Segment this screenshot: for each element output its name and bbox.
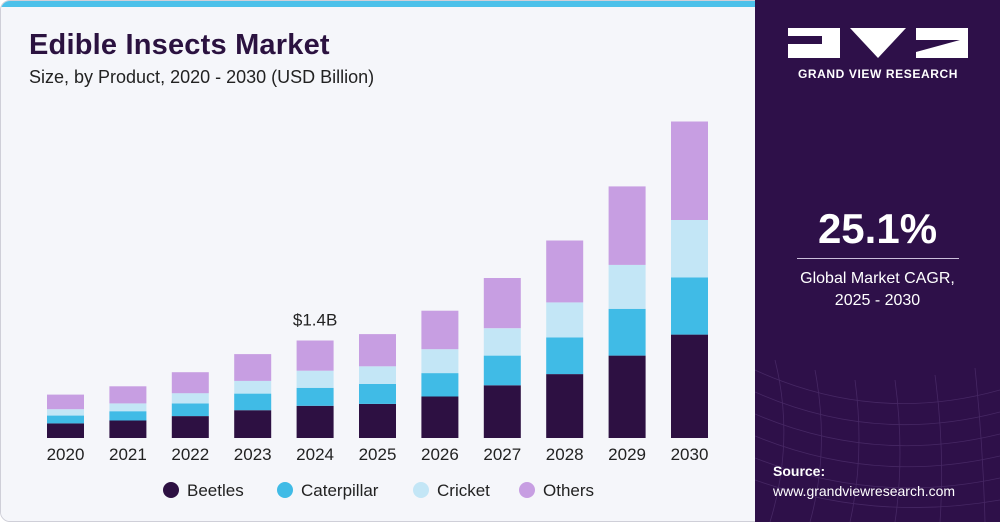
bar-caterpillar-2020 [47, 415, 84, 424]
bar-caterpillar-2027 [483, 355, 521, 386]
bar-cricket-2029 [608, 264, 646, 309]
bar-beetles-2030 [671, 334, 708, 438]
cagr-label-line2: 2025 - 2030 [834, 292, 921, 309]
bar-beetles-2023 [234, 410, 272, 438]
x-tick-label-2020: 2020 [47, 445, 85, 464]
bar-others-2023 [234, 354, 272, 381]
x-tick-label-2027: 2027 [483, 445, 521, 464]
bar-caterpillar-2025 [359, 383, 396, 404]
brand-name: GRAND VIEW RESEARCH [797, 67, 959, 81]
bar-beetles-2020 [47, 423, 84, 438]
cagr-divider [797, 258, 959, 259]
data-label-2024: $1.4B [293, 310, 337, 329]
chart-title: Edible Insects Market [29, 29, 330, 61]
bar-others-2021 [109, 386, 147, 404]
bar-cricket-2024 [296, 370, 334, 388]
bar-caterpillar-2022 [171, 403, 209, 417]
bar-cricket-2026 [421, 349, 459, 374]
legend-label-others: Others [543, 481, 594, 500]
legend-label-cricket: Cricket [437, 481, 490, 500]
source-label: Source: [773, 463, 826, 479]
bar-caterpillar-2024 [296, 387, 334, 406]
legend-label-beetles: Beetles [187, 481, 244, 500]
cagr-value: 25.1% [817, 205, 938, 252]
bar-beetles-2021 [109, 420, 147, 438]
bar-others-2027 [483, 278, 521, 329]
x-tick-label-2025: 2025 [359, 445, 397, 464]
bar-cricket-2028 [546, 302, 584, 338]
bar-caterpillar-2026 [421, 373, 459, 397]
bar-others-2020 [47, 394, 84, 410]
bar-cricket-2030 [671, 220, 708, 278]
bar-beetles-2028 [546, 374, 584, 438]
bar-others-2025 [359, 334, 396, 367]
chart-subtitle: Size, by Product, 2020 - 2030 (USD Billi… [29, 67, 375, 87]
bar-others-2024 [296, 340, 334, 371]
bar-caterpillar-2021 [109, 411, 147, 421]
bar-beetles-2025 [359, 403, 396, 438]
accent-bar [1, 1, 756, 7]
legend-swatch-others [519, 482, 535, 498]
bar-cricket-2021 [109, 403, 147, 412]
x-tick-label-2024: 2024 [296, 445, 334, 464]
legend-swatch-caterpillar [277, 482, 293, 498]
legend-label-caterpillar: Caterpillar [301, 481, 379, 500]
source-url[interactable]: www.grandviewresearch.com [773, 483, 956, 499]
bar-others-2028 [546, 240, 584, 303]
bar-beetles-2029 [608, 355, 646, 438]
bar-others-2026 [421, 310, 459, 350]
bar-beetles-2026 [421, 396, 459, 438]
x-tick-label-2022: 2022 [171, 445, 209, 464]
x-tick-label-2029: 2029 [608, 445, 646, 464]
bar-others-2029 [608, 186, 646, 265]
bar-caterpillar-2028 [546, 337, 584, 375]
x-tick-label-2028: 2028 [546, 445, 584, 464]
x-tick-label-2030: 2030 [671, 445, 709, 464]
grand-view-research-logo [788, 28, 968, 58]
grid-decoration [755, 359, 1000, 522]
legend-swatch-cricket [413, 482, 429, 498]
bar-cricket-2027 [483, 328, 521, 356]
cagr-label: Global Market CAGR, 2025 - 2030 [755, 268, 1000, 312]
bar-others-2030 [671, 121, 708, 220]
info-panel: GRAND VIEW RESEARCH 25.1% Global Market … [755, 0, 1000, 522]
stacked-bar-chart: 2020 2021 2022 2023 2024 $1.4B 2025 2026 2027 202… [47, 121, 709, 500]
bar-caterpillar-2029 [608, 308, 646, 356]
bar-beetles-2022 [171, 416, 209, 438]
legend-swatch-beetles [163, 482, 179, 498]
bar-cricket-2022 [171, 393, 209, 404]
bar-beetles-2024 [296, 405, 334, 438]
x-tick-label-2026: 2026 [421, 445, 459, 464]
bar-cricket-2025 [359, 366, 396, 384]
cagr-label-line1: Global Market CAGR, [800, 270, 955, 287]
x-tick-label-2023: 2023 [234, 445, 272, 464]
bar-caterpillar-2023 [234, 393, 272, 411]
bar-cricket-2020 [47, 409, 84, 416]
x-tick-label-2021: 2021 [109, 445, 147, 464]
bar-caterpillar-2030 [671, 277, 708, 335]
bar-cricket-2023 [234, 380, 272, 394]
bar-others-2022 [171, 372, 209, 394]
bar-beetles-2027 [483, 385, 521, 438]
